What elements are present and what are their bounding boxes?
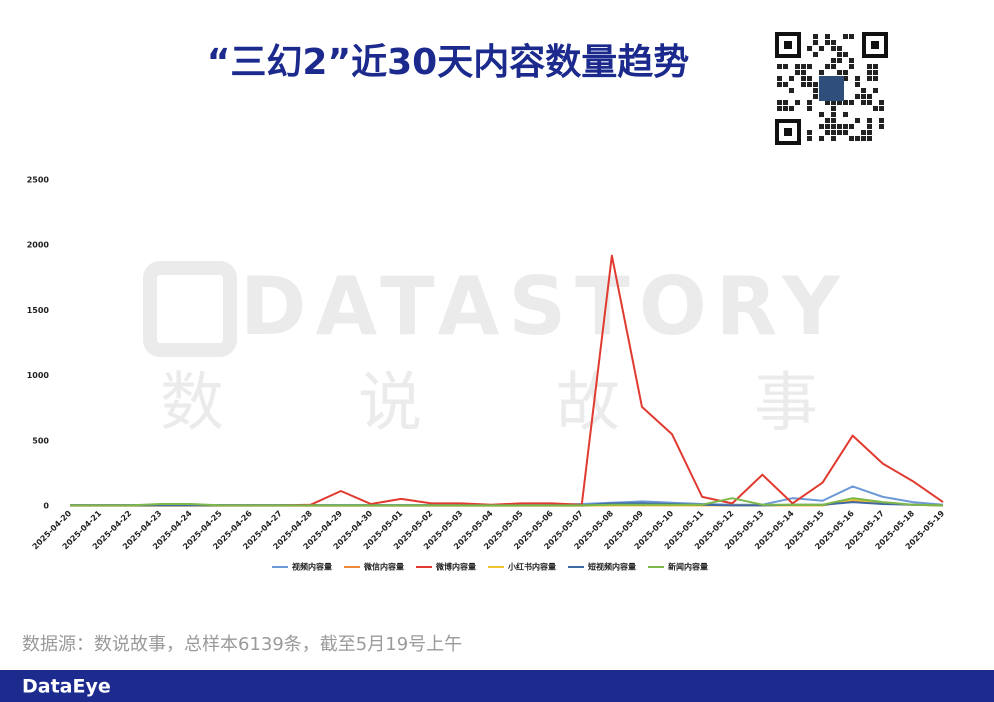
footer-brand: DataEye [22,676,111,698]
watermark-brand: DATASTORY [240,260,841,353]
legend-label: 微信内容量 [363,562,404,572]
legend-label: 小红书内容量 [507,562,556,572]
y-tick-label: 1000 [27,371,50,380]
watermark-char: 故 [556,367,620,441]
legend-label: 视频内容量 [292,562,332,572]
legend-label: 微博内容量 [435,562,476,572]
chart-title: “三幻2”近30天内容数量趋势 [207,42,689,83]
watermark-char: 事 [754,367,818,441]
y-tick-label: 500 [32,436,49,445]
footer-bar [0,670,994,702]
watermark-char: 说 [358,367,422,441]
watermark-logo [143,261,237,357]
qr-code [775,32,888,145]
y-tick-label: 1500 [27,306,50,315]
series-line [70,497,944,507]
legend-label: 短视频内容量 [588,562,636,572]
watermark-char: 数 [160,367,224,441]
y-tick-label: 2000 [27,241,50,250]
y-tick-label: 2500 [27,176,50,185]
watermark: DATASTORY 数 说 故 事 [143,260,841,441]
source-note: 数据源：数说故事，总样本6139条，截至5月19号上午 [22,634,462,655]
legend-label: 新闻内容量 [668,562,708,572]
y-tick-label: 0 [43,502,49,511]
